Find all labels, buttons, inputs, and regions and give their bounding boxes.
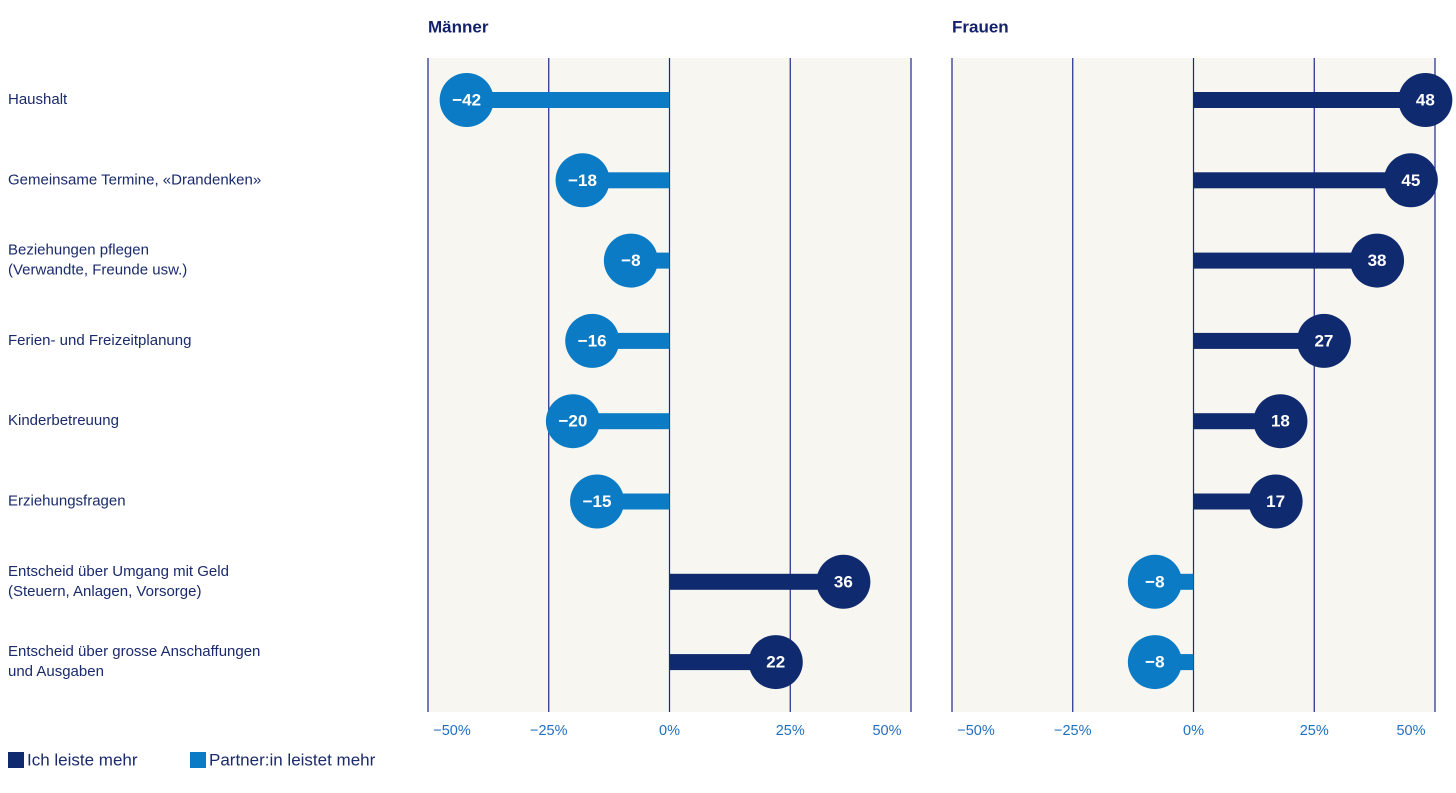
category-label: und Ausgaben (8, 663, 104, 680)
value-dot (439, 73, 494, 127)
tick-label: −50% (433, 723, 471, 739)
category-label: Beziehungen pflegen (8, 242, 149, 259)
data-label: 27 (1314, 331, 1333, 350)
data-label: 38 (1368, 251, 1387, 270)
tick-label: 25% (1300, 723, 1329, 739)
value-dot (1248, 474, 1303, 529)
category-label: Gemeinsame Termine, «Drandenken» (8, 171, 261, 188)
tick-label: 50% (872, 723, 901, 739)
panel-title: Frauen (952, 17, 1009, 36)
tick-label: 0% (1183, 723, 1204, 739)
data-label: 17 (1266, 492, 1285, 511)
bar (1193, 172, 1411, 189)
bar (466, 92, 670, 108)
data-label: −8 (1145, 653, 1164, 672)
value-dot (565, 313, 620, 368)
data-label: 48 (1416, 90, 1435, 109)
tick-label: 25% (776, 723, 805, 739)
data-label: −8 (1145, 572, 1164, 591)
value-dot (570, 474, 625, 529)
value-dot (1127, 635, 1182, 690)
data-label: −42 (452, 90, 481, 109)
value-dot (748, 635, 803, 690)
legend-swatch (8, 752, 24, 768)
data-label: 22 (766, 653, 785, 672)
tick-label: 0% (659, 723, 680, 739)
value-dot (1253, 394, 1308, 449)
legend-label: Ich leiste mehr (27, 750, 138, 769)
tick-label: −25% (1054, 723, 1092, 739)
data-label: −8 (621, 251, 640, 270)
legend-label: Partner:in leistet mehr (209, 750, 376, 769)
tick-label: −50% (957, 723, 995, 739)
panel-title: Männer (428, 17, 489, 36)
category-label: (Verwandte, Freunde usw.) (8, 262, 187, 279)
category-label: Ferien- und Freizeitplanung (8, 332, 191, 349)
category-label: (Steuern, Anlagen, Vorsorge) (8, 583, 201, 600)
category-label: Entscheid über grosse Anschaffungen (8, 643, 260, 660)
value-dot (545, 394, 600, 449)
data-label: 18 (1271, 412, 1290, 431)
bar (1193, 252, 1378, 269)
bar (1193, 92, 1426, 108)
category-label: Haushalt (8, 91, 68, 108)
value-dot (1127, 554, 1182, 609)
value-dot (1383, 153, 1438, 208)
value-dot (1398, 73, 1453, 127)
data-label: 45 (1401, 171, 1420, 190)
value-dot (603, 233, 658, 288)
tick-label: 50% (1396, 723, 1425, 739)
legend-swatch (190, 752, 206, 768)
value-dot (1296, 313, 1351, 368)
data-label: −18 (568, 171, 597, 190)
value-dot (1350, 233, 1405, 288)
bar (1193, 332, 1324, 349)
data-label: −20 (558, 412, 587, 431)
data-label: −15 (583, 492, 612, 511)
data-label: 36 (834, 572, 853, 591)
category-label: Kinderbetreuung (8, 412, 119, 429)
value-dot (816, 554, 871, 609)
value-dot (555, 153, 610, 208)
bar (669, 573, 844, 590)
data-label: −16 (578, 331, 607, 350)
category-label: Erziehungsfragen (8, 492, 126, 509)
category-label: Entscheid über Umgang mit Geld (8, 563, 229, 580)
tick-label: −25% (530, 723, 568, 739)
